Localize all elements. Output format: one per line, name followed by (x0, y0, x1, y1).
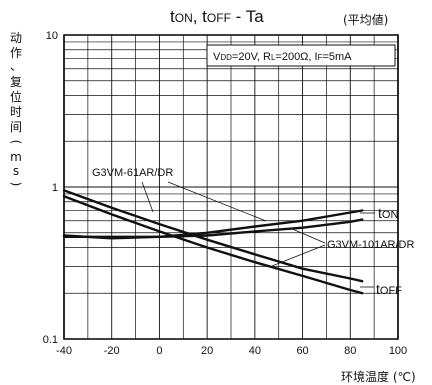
svg-text:位: 位 (10, 89, 22, 104)
svg-text:tOFF: tOFF (376, 281, 402, 297)
y-axis-label: 动 作 、 复 位 时 间 ( m s ) (9, 31, 23, 186)
y-tick-label: 0.1 (43, 334, 58, 346)
svg-text:作: 作 (10, 46, 22, 60)
svg-text:间: 间 (10, 120, 22, 134)
plot-grid (63, 34, 399, 340)
svg-text:时: 时 (10, 105, 22, 119)
series-line-2 (62, 189, 364, 283)
svg-text:s: s (13, 164, 19, 178)
annotation-toff: tOFF (360, 281, 402, 297)
chart-title-note: (平均値) (343, 12, 388, 27)
series-line-1 (62, 209, 364, 240)
condition-box: VDD=20V, RL=200Ω, IF=5mA (206, 44, 396, 67)
annotation-ton: tON (360, 205, 398, 221)
x-tick-labels: -40 -20 0 20 40 60 80 100 (56, 345, 407, 357)
x-tick-label: 80 (344, 345, 356, 357)
y-tick-label: 1 (52, 182, 58, 194)
x-tick-label: 60 (296, 345, 308, 357)
x-tick-label: 0 (156, 345, 162, 357)
x-tick-label: -40 (56, 345, 72, 357)
svg-text:(: ( (9, 140, 23, 145)
y-tick-labels: 0.1 1 10 (43, 30, 58, 346)
svg-text:VDD=20V, RL=200Ω, IF=5mA: VDD=20V, RL=200Ω, IF=5mA (213, 51, 352, 63)
annotation-g3vm-61ar: G3VM-61AR/DR (92, 167, 267, 222)
x-tick-label: 20 (201, 345, 213, 357)
x-tick-label: 100 (389, 345, 407, 357)
y-tick-label: 10 (46, 30, 58, 42)
x-tick-label: -20 (104, 345, 120, 357)
plot-series (62, 189, 364, 295)
series-line-3 (62, 218, 364, 239)
x-axis-label: 环境温度 (℃) (341, 369, 416, 384)
chart-title: tON, tOFF - Ta (170, 7, 264, 26)
svg-text:m: m (10, 150, 22, 164)
svg-text:、: 、 (10, 59, 22, 73)
svg-text:): ) (9, 182, 23, 187)
x-tick-label: 40 (249, 345, 261, 357)
plot-frame (63, 34, 399, 340)
svg-text:动: 动 (10, 31, 22, 45)
label-g3vm-61ar: G3VM-61AR/DR (92, 167, 173, 179)
series-line-4 (62, 194, 364, 295)
svg-text:tON: tON (378, 205, 398, 221)
label-g3vm-101ar: G3VM-101AR/DR (327, 239, 414, 251)
annotation-g3vm-101ar: G3VM-101AR/DR (271, 227, 414, 267)
svg-text:复: 复 (10, 75, 22, 89)
